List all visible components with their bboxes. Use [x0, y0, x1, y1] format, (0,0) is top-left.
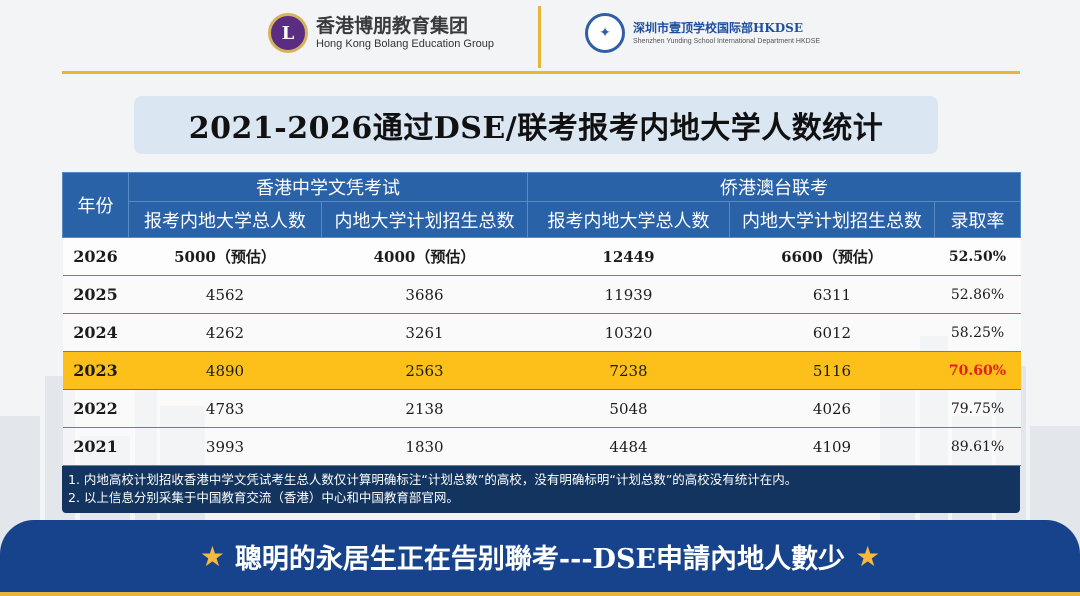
dse-plan-cell: 3686 — [321, 275, 528, 314]
year-header: 年份 — [62, 172, 129, 238]
joint-apply-cell: 11939 — [527, 275, 730, 314]
year-cell: 2025 — [62, 275, 129, 314]
table-row: 2026 5000（预估） 4000（预估） 12449 6600（预估） 52… — [62, 237, 1021, 276]
joint-plan-cell: 6311 — [729, 275, 935, 314]
joint-plan-cell: 5116 — [729, 351, 935, 390]
rate-cell: 70.60% — [934, 351, 1021, 390]
dse-plan-cell: 1830 — [321, 427, 528, 466]
table-notes: 1. 内地高校计划招收香港中学文凭试考生总人数仅计算明确标注“计划总数”的高校，… — [62, 466, 1020, 513]
joint-plan-cell: 6012 — [729, 313, 935, 352]
year-cell: 2023 — [62, 351, 129, 390]
joint-exam-group-header: 侨港澳台联考 — [526, 172, 1022, 202]
column-header: 报考内地大学总人数 — [527, 201, 730, 238]
joint-apply-cell: 10320 — [527, 313, 730, 352]
year-cell: 2024 — [62, 313, 129, 352]
school-brand: ✦ 深圳市壹顶学校国际部HKDSE Shenzhen Yunding Schoo… — [585, 13, 820, 53]
rate-cell: 52.50% — [934, 237, 1021, 276]
dse-apply-cell: 4562 — [128, 275, 322, 314]
school-logo-icon: ✦ — [585, 13, 625, 53]
column-header: 内地大学计划招生总数 — [321, 201, 528, 238]
rate-cell: 52.86% — [934, 275, 1021, 314]
table-row: 2024 4262 3261 10320 6012 58.25% — [62, 313, 1021, 352]
table-row: 2022 4783 2138 5048 4026 79.75% — [62, 389, 1021, 428]
dse-plan-cell: 3261 — [321, 313, 528, 352]
dse-group-header: 香港中学文凭考试 — [128, 172, 528, 202]
title-box: 2021-2026通过DSE/联考报考内地大学人数统计 — [134, 96, 938, 154]
dse-apply-cell: 3993 — [128, 427, 322, 466]
bolang-name-cn: 香港博朋教育集团 — [316, 15, 469, 37]
table-row: 2021 3993 1830 4484 4109 89.61% — [62, 427, 1021, 466]
note-1: 1. 内地高校计划招收香港中学文凭试考生总人数仅计算明确标注“计划总数”的高校，… — [68, 472, 798, 487]
rate-cell: 58.25% — [934, 313, 1021, 352]
bolang-logo-icon: L — [268, 13, 308, 53]
page-title: 2021-2026通过DSE/联考报考内地大学人数统计 — [188, 111, 884, 146]
note-2: 2. 以上信息分别采集于中国教育交流（香港）中心和中国教育部官网。 — [68, 490, 459, 505]
page-header: L 香港博朋教育集团 Hong Kong Bolang Education Gr… — [0, 0, 1080, 74]
year-cell: 2022 — [62, 389, 129, 428]
star-icon: ★ — [199, 539, 225, 573]
joint-plan-cell: 4109 — [729, 427, 935, 466]
column-header: 报考内地大学总人数 — [128, 201, 322, 238]
school-name-cn: 深圳市壹顶学校国际部HKDSE — [633, 20, 803, 35]
bolang-brand: L 香港博朋教育集团 Hong Kong Bolang Education Gr… — [268, 13, 494, 53]
header-gold-rule — [62, 71, 1020, 74]
joint-apply-cell: 5048 — [527, 389, 730, 428]
rate-cell: 89.61% — [934, 427, 1021, 466]
bottom-banner: ★ 聰明的永居生正在告别聯考---DSE申請內地人數少 ★ — [0, 520, 1080, 592]
bolang-name-en: Hong Kong Bolang Education Group — [316, 38, 494, 50]
rate-cell: 79.75% — [934, 389, 1021, 428]
star-icon: ★ — [855, 539, 881, 573]
dse-apply-cell: 4890 — [128, 351, 322, 390]
banner-text: 聰明的永居生正在告别聯考---DSE申請內地人數少 — [234, 543, 846, 575]
column-header: 录取率 — [933, 201, 1022, 238]
school-name-en: Shenzhen Yunding School International De… — [633, 37, 821, 45]
dse-plan-cell: 2563 — [321, 351, 528, 390]
table-row: 2025 4562 3686 11939 6311 52.86% — [62, 275, 1021, 314]
bottom-gold-strip — [0, 592, 1080, 596]
joint-apply-cell: 7238 — [527, 351, 730, 390]
joint-apply-cell: 4484 — [527, 427, 730, 466]
header-divider — [538, 6, 541, 68]
joint-apply-cell: 12449 — [527, 237, 730, 276]
dse-plan-cell: 4000（预估） — [321, 237, 528, 276]
year-cell: 2026 — [62, 237, 129, 276]
stats-table-container: 年份 香港中学文凭考试 侨港澳台联考 报考内地大学总人数 内地大学计划招生总数 … — [62, 172, 1022, 513]
dse-apply-cell: 4783 — [128, 389, 322, 428]
joint-plan-cell: 6600（预估） — [729, 237, 935, 276]
year-cell: 2021 — [62, 427, 129, 466]
dse-plan-cell: 2138 — [321, 389, 528, 428]
stats-table: 年份 香港中学文凭考试 侨港澳台联考 报考内地大学总人数 内地大学计划招生总数 … — [62, 172, 1022, 466]
dse-apply-cell: 4262 — [128, 313, 322, 352]
column-header: 内地大学计划招生总数 — [729, 201, 935, 238]
joint-plan-cell: 4026 — [729, 389, 935, 428]
table-row-highlighted: 2023 4890 2563 7238 5116 70.60% — [62, 351, 1021, 390]
dse-apply-cell: 5000（预估） — [128, 237, 322, 276]
